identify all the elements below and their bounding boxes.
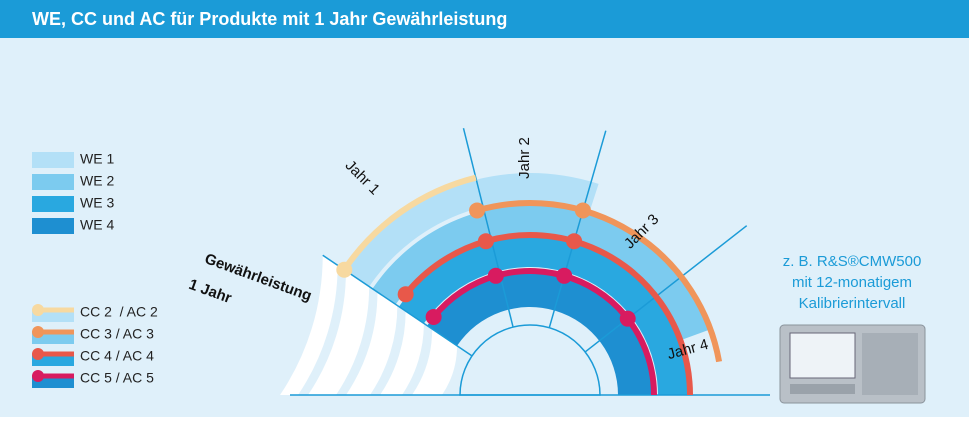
product-text: mit 12-monatigem xyxy=(792,274,912,291)
device-panel xyxy=(862,333,918,395)
legend-label: WE 3 xyxy=(80,195,114,211)
legend-label: CC 3 / AC 3 xyxy=(80,326,154,342)
legend-swatch xyxy=(32,196,74,212)
legend-dot xyxy=(32,348,44,360)
device-keys xyxy=(790,384,855,394)
cc-dot xyxy=(398,286,414,302)
title: WE, CC und AC für Produkte mit 1 Jahr Ge… xyxy=(32,9,507,29)
legend-swatch xyxy=(32,174,74,190)
cc-dot xyxy=(566,233,582,249)
legend-label: CC 5 / AC 5 xyxy=(80,370,154,386)
page: WE, CC und AC für Produkte mit 1 Jahr Ge… xyxy=(0,0,969,417)
cc-dot xyxy=(469,202,485,218)
legend-swatch xyxy=(32,218,74,234)
legend-dot xyxy=(32,326,44,338)
legend-dot xyxy=(32,304,44,316)
legend-label: WE 2 xyxy=(80,173,114,189)
legend-label: WE 4 xyxy=(80,217,114,233)
device xyxy=(780,325,925,403)
cc-dot xyxy=(620,311,636,327)
year-label: Jahr 2 xyxy=(516,137,533,179)
cc-dot xyxy=(556,268,572,284)
product-text: z. B. R&S®CMW500 xyxy=(783,253,922,270)
legend-dot xyxy=(32,370,44,382)
device-screen xyxy=(790,333,855,378)
cc-dot xyxy=(336,262,352,278)
legend-swatch xyxy=(32,152,74,168)
legend-label: WE 1 xyxy=(80,151,114,167)
product-text: Kalibrierintervall xyxy=(799,295,906,312)
cc-dot xyxy=(488,268,504,284)
legend-label: CC 2 / AC 2 xyxy=(80,304,158,320)
cc-dot xyxy=(478,233,494,249)
legend-label: CC 4 / AC 4 xyxy=(80,348,154,364)
cc-dot xyxy=(426,309,442,325)
cc-dot xyxy=(575,202,591,218)
